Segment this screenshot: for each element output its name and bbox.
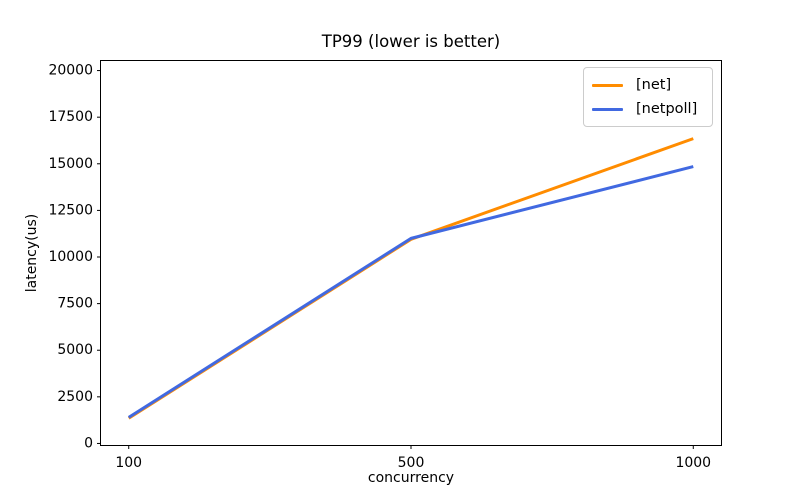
y-tick-label: 10000 xyxy=(48,249,93,265)
chart-title: TP99 (lower is better) xyxy=(321,32,500,51)
x-tick-label: 100 xyxy=(115,455,142,471)
legend-item-net: [net] xyxy=(592,73,704,97)
y-tick-label: 15000 xyxy=(48,156,93,172)
series-line-netpoll xyxy=(127,165,694,419)
x-tick-label: 1000 xyxy=(675,455,711,471)
x-axis-ticks: 100 500 1000 xyxy=(115,445,711,471)
x-tick-label: 500 xyxy=(398,455,425,471)
legend-label-net: [net] xyxy=(636,77,672,93)
x-axis-label: concurrency xyxy=(368,470,454,486)
y-tick-label: 5000 xyxy=(57,342,93,358)
y-tick-label: 17500 xyxy=(48,109,93,125)
y-tick-label: 20000 xyxy=(48,63,93,79)
series-lines xyxy=(127,137,694,420)
netpoll-line-swatch xyxy=(592,107,623,111)
series-line-net xyxy=(127,137,694,420)
y-tick-label: 12500 xyxy=(48,202,93,218)
y-tick-label: 7500 xyxy=(57,296,93,312)
y-axis-label: latency(us) xyxy=(24,214,40,293)
y-axis-ticks: 0 2500 5000 7500 10000 12500 15000 17500 20000 xyxy=(48,63,101,451)
y-tick-label: 2500 xyxy=(57,389,93,405)
legend: [net] [netpoll] xyxy=(583,67,713,127)
legend-label-netpoll: [netpoll] xyxy=(636,101,698,117)
y-tick-label: 0 xyxy=(84,435,93,451)
net-line-swatch xyxy=(592,83,623,87)
legend-item-netpoll: [netpoll] xyxy=(592,97,704,121)
